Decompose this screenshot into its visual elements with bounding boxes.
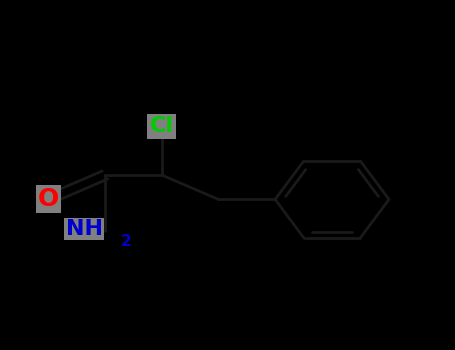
- Text: O: O: [38, 187, 59, 211]
- Text: 2: 2: [121, 234, 131, 249]
- Text: Cl: Cl: [150, 116, 174, 136]
- Text: NH: NH: [66, 219, 103, 239]
